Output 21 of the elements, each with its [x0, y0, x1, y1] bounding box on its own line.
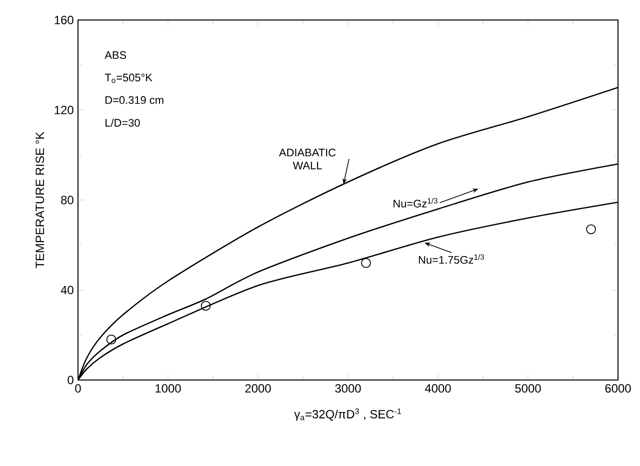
- x-axis-title: γ$_{a}$=32Q/πD$^{3}$ , SEC$^{-1}$: [294, 408, 401, 421]
- series-label: Nu=1.75Gz$^{1/3}$: [418, 254, 484, 264]
- annotation: D=0.319 cm: [106, 96, 164, 104]
- y-tick-label: 40: [60, 286, 74, 294]
- y-tick-label: 120: [54, 106, 74, 114]
- series-label: ADIABATIC WALL: [279, 148, 336, 170]
- x-tick-label: 0: [75, 384, 81, 393]
- y-axis-title: TEMPERATURE RISE °K: [36, 132, 44, 268]
- annotation: L/D=30: [106, 118, 140, 127]
- x-tick-label: 3000: [335, 384, 361, 393]
- x-tick-label: 4000: [424, 384, 451, 393]
- y-tick-label: 0: [68, 376, 74, 384]
- y-tick-label: 160: [54, 16, 74, 24]
- x-tick-label: 6000: [605, 384, 631, 393]
- legend-label: Nu=Gz$^{1/3}$: [394, 198, 438, 208]
- x-tick-label: 5000: [515, 384, 541, 393]
- annotation: T$_{o}$=505°K: [104, 74, 152, 84]
- x-tick-label: 1000: [156, 384, 181, 393]
- annotation: ABS: [104, 51, 126, 59]
- x-tick-label: 2000: [245, 384, 271, 393]
- y-tick-label: 80: [61, 196, 74, 204]
